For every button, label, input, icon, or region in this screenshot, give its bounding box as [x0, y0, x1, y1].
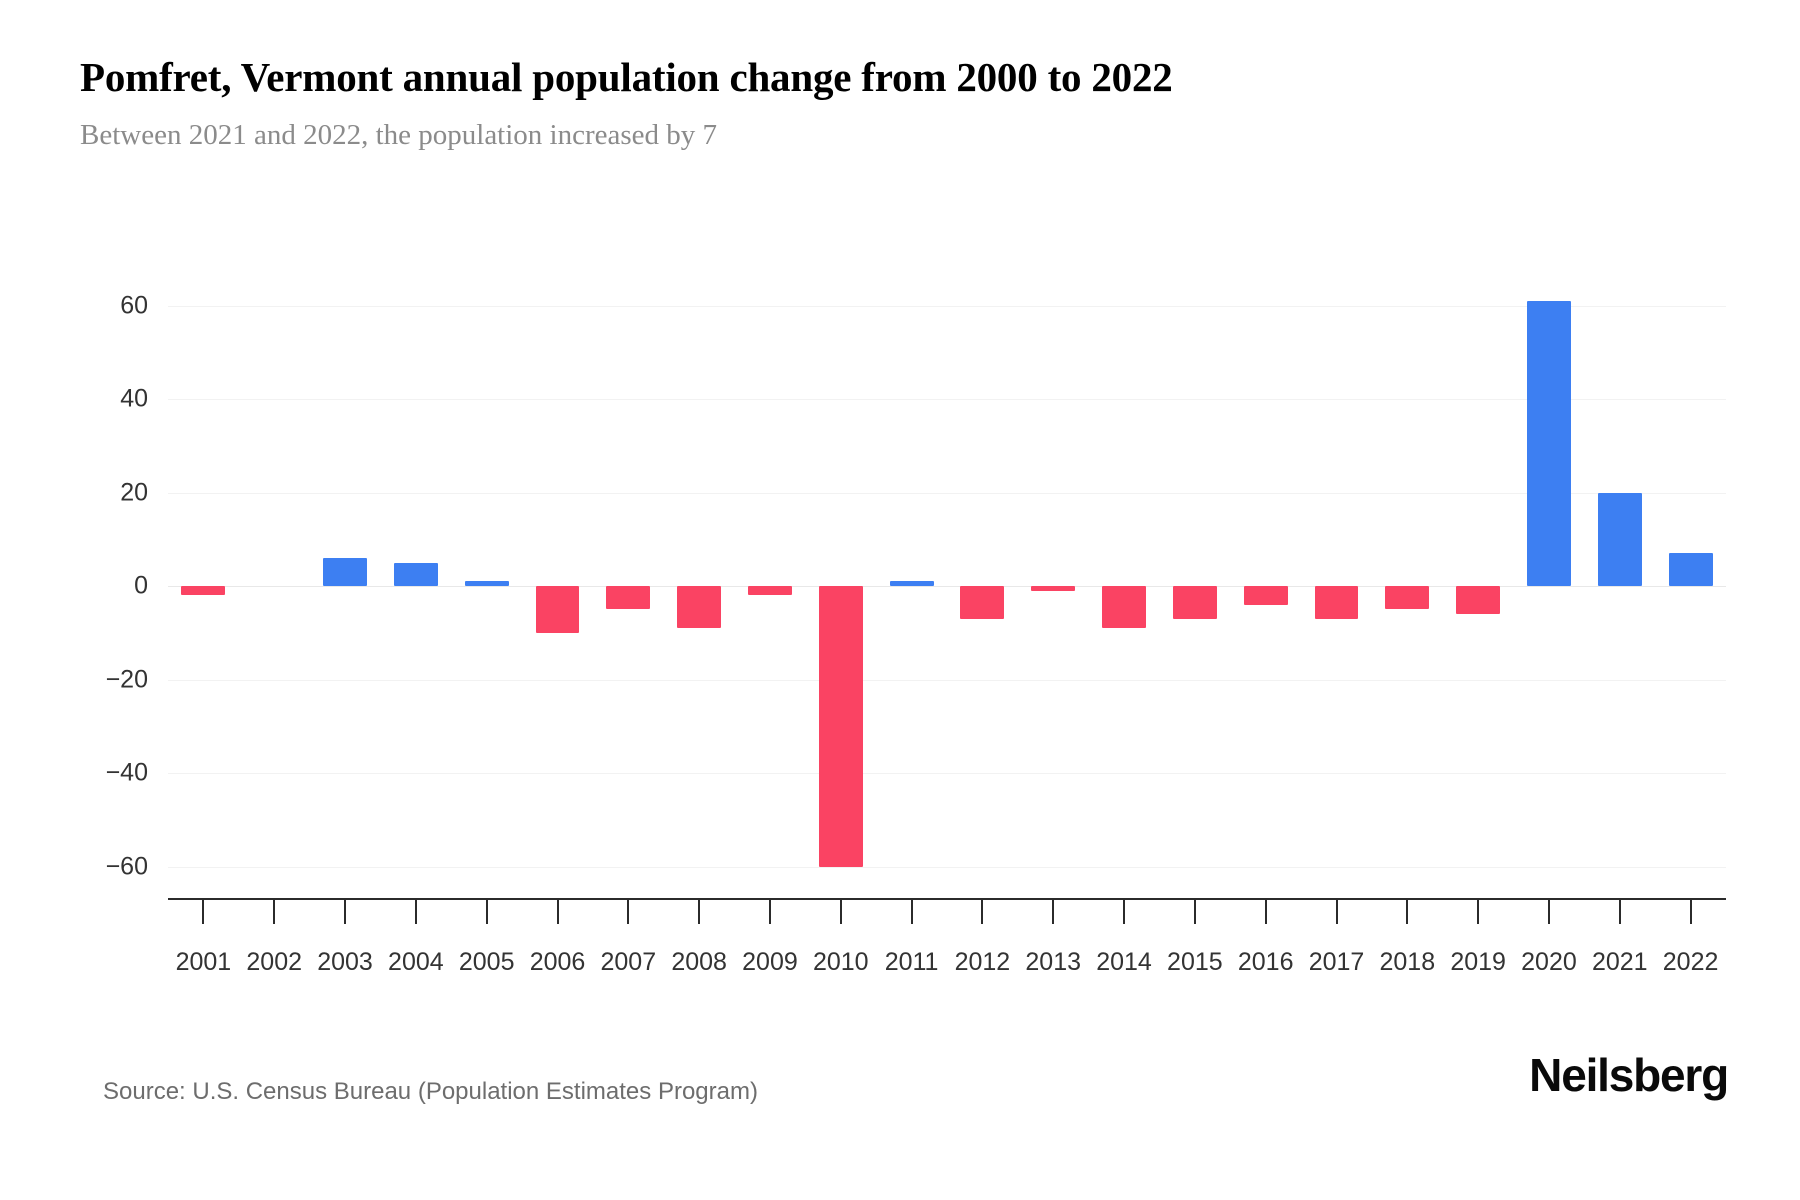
gridline: [168, 399, 1726, 400]
x-axis-tick: [981, 898, 984, 924]
bar-2010[interactable]: [818, 586, 863, 867]
bar-2013[interactable]: [1031, 586, 1076, 591]
x-axis-tick: [1547, 898, 1550, 924]
x-axis-line: [168, 898, 1726, 900]
x-axis-tick: [1618, 898, 1621, 924]
bar-2021[interactable]: [1597, 492, 1642, 586]
x-axis-tick: [202, 898, 205, 924]
x-axis-tick: [1689, 898, 1692, 924]
x-axis-tick: [1335, 898, 1338, 924]
x-axis-tick-label-2007: 2007: [600, 948, 657, 976]
x-axis-tick-label-2004: 2004: [388, 948, 444, 976]
gridline: [168, 305, 1726, 307]
source-note: Source: U.S. Census Bureau (Population E…: [103, 1078, 758, 1105]
y-axis-tick-label: −20: [105, 665, 148, 693]
bar-2003[interactable]: [323, 557, 367, 586]
y-axis-tick-label: 20: [120, 478, 148, 506]
bar-2011[interactable]: [889, 581, 934, 586]
bar-2001[interactable]: [181, 586, 226, 596]
x-axis-tick-label-2020: 2020: [1521, 948, 1577, 976]
x-axis-tick-label-2017: 2017: [1308, 948, 1365, 976]
y-axis-tick-label: 0: [134, 571, 148, 600]
x-axis-tick: [485, 898, 488, 924]
x-axis-tick: [627, 898, 630, 924]
x-axis-tick-label-2015: 2015: [1167, 948, 1223, 976]
page-title: Pomfret, Vermont annual population chang…: [80, 54, 1173, 100]
x-axis-tick-label-2001: 2001: [175, 948, 232, 976]
bar-2007[interactable]: [606, 586, 651, 610]
bar-2014[interactable]: [1102, 586, 1146, 629]
bar-2012[interactable]: [960, 586, 1005, 619]
gridline: [168, 773, 1726, 774]
bar-2018[interactable]: [1385, 586, 1430, 610]
x-axis-tick-label-2019: 2019: [1450, 948, 1506, 976]
x-axis-tick: [910, 898, 913, 924]
y-axis-tick-label: −60: [105, 852, 148, 880]
x-axis-tick: [1264, 898, 1267, 924]
x-axis-tick: [414, 898, 417, 924]
x-axis-tick-label-2014: 2014: [1096, 948, 1152, 976]
x-axis-tick: [768, 898, 771, 924]
x-axis-tick: [1052, 898, 1055, 924]
x-axis-tick-label-2006: 2006: [529, 948, 586, 976]
x-axis-tick-label-2005: 2005: [458, 948, 515, 976]
x-axis-tick-label-2011: 2011: [884, 948, 939, 976]
y-axis-tick-label: 40: [120, 384, 148, 413]
bar-2005[interactable]: [464, 581, 509, 586]
y-axis-tick-label: 60: [120, 291, 148, 319]
gridline: [168, 492, 1726, 494]
x-axis-tick-label-2021: 2021: [1591, 948, 1648, 976]
chart-subtitle: Between 2021 and 2022, the population in…: [80, 119, 718, 152]
bar-2004[interactable]: [393, 562, 438, 586]
x-axis-tick-label-2002: 2002: [246, 948, 303, 976]
x-axis-tick: [1193, 898, 1196, 924]
x-axis-tick: [1123, 898, 1126, 924]
x-axis-tick: [1406, 898, 1409, 924]
x-axis-tick-label-2012: 2012: [954, 948, 1011, 976]
x-axis-tick-label-2018: 2018: [1379, 948, 1436, 976]
x-axis-tick: [698, 898, 701, 924]
bar-2009[interactable]: [748, 586, 792, 596]
gridline: [168, 586, 1726, 587]
x-axis-tick: [1477, 898, 1480, 924]
bar-2022[interactable]: [1668, 553, 1713, 586]
x-axis-tick: [344, 898, 347, 924]
bar-2008[interactable]: [677, 586, 722, 629]
gridline: [168, 679, 1726, 681]
x-axis-tick-label-2009: 2009: [742, 948, 798, 976]
bar-2017[interactable]: [1314, 586, 1359, 619]
x-axis-tick-label-2010: 2010: [812, 948, 869, 976]
x-axis-tick-label-2003: 2003: [317, 948, 373, 976]
bar-2006[interactable]: [535, 586, 580, 633]
bar-2019[interactable]: [1456, 586, 1501, 615]
x-axis-tick: [839, 898, 842, 924]
bar-2016[interactable]: [1243, 586, 1288, 605]
y-axis-tick-label: −40: [105, 758, 148, 787]
bar-2020[interactable]: [1527, 300, 1571, 586]
x-axis-tick-label-2016: 2016: [1237, 948, 1294, 976]
x-axis-tick-label-2022: 2022: [1662, 948, 1719, 976]
x-axis-tick: [556, 898, 559, 924]
x-axis-tick-label-2008: 2008: [671, 948, 727, 976]
gridline: [168, 866, 1726, 868]
x-axis-tick-label-2013: 2013: [1025, 948, 1082, 976]
bar-2015[interactable]: [1172, 586, 1217, 619]
x-axis-tick: [273, 898, 276, 924]
chart-header: Pomfret, Vermont annual population chang…: [80, 52, 1720, 152]
brand-logo: Neilsberg: [1529, 1049, 1729, 1101]
